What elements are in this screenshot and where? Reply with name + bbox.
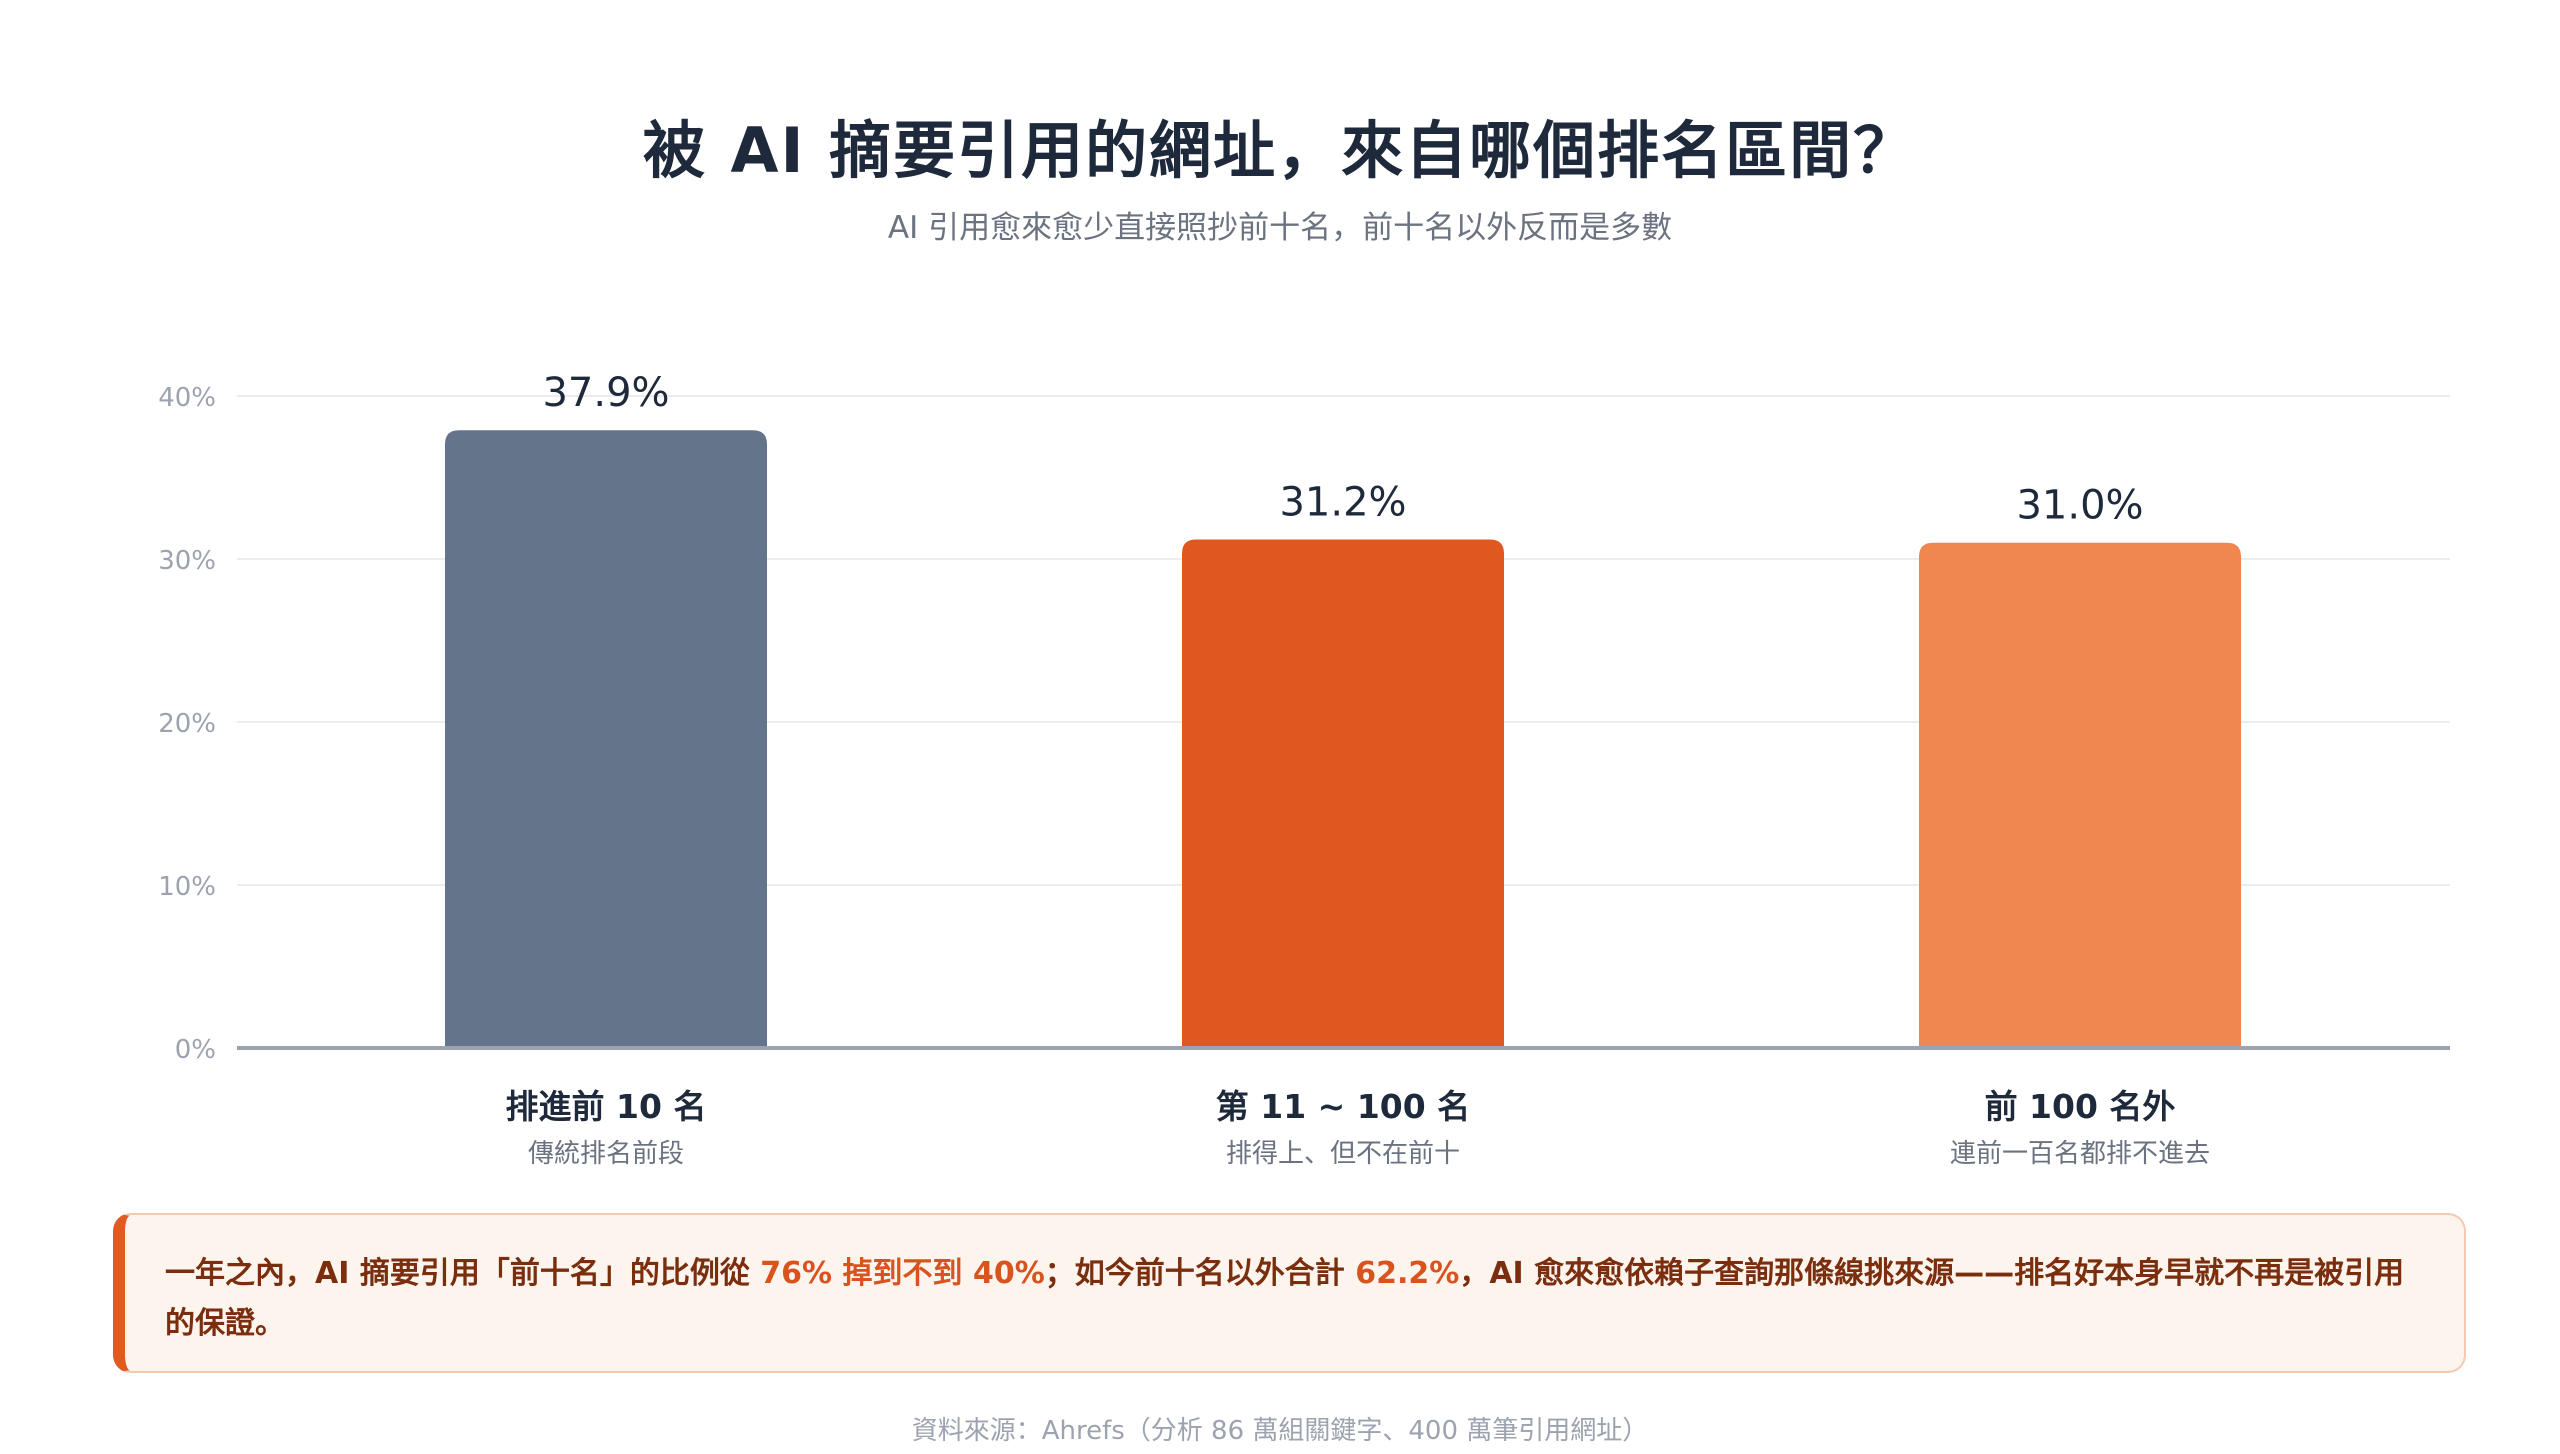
- bar-value-label: 31.2%: [1279, 479, 1406, 525]
- bar: [445, 430, 767, 1049]
- y-tick-label: 30%: [158, 546, 216, 576]
- category-label: 前 100 名外: [1985, 1087, 2176, 1126]
- category-label: 排進前 10 名: [506, 1087, 707, 1126]
- category-label: 第 11 ~ 100 名: [1216, 1087, 1470, 1126]
- chart-title: 被 AI 摘要引用的網址，來自哪個排名區間？: [642, 114, 1918, 187]
- bar: [1919, 542, 2241, 1048]
- callout-text-3: ，AI 愈來愈依賴子查詢那條線挑來源——排名好本身早就不再是被引用的保證。: [165, 1256, 2405, 1341]
- y-tick-label: 20%: [158, 709, 216, 739]
- callout-text-2: ；如今前十名以外合計: [1044, 1256, 1356, 1291]
- category-sublabel: 連前一百名都排不進去: [1950, 1139, 2210, 1169]
- callout-text-1: 一年之內，AI 摘要引用「前十名」的比例從: [165, 1256, 761, 1291]
- chart-subtitle: AI 引用愈來愈少直接照抄前十名，前十名以外反而是多數: [887, 210, 1673, 246]
- bar-value-label: 31.0%: [2016, 483, 2143, 529]
- y-tick-label: 10%: [158, 872, 216, 902]
- category-sublabel: 排得上、但不在前十: [1226, 1139, 1460, 1169]
- callout-highlight-1: 76% 掉到不到 40%: [760, 1256, 1045, 1291]
- category-sublabel: 傳統排名前段: [528, 1139, 684, 1169]
- bar-value-label: 37.9%: [542, 370, 669, 416]
- bar: [1182, 539, 1504, 1048]
- y-tick-label: 40%: [158, 383, 216, 413]
- data-source-note: 資料來源：Ahrefs（分析 86 萬組關鍵字、400 萬筆引用網址）: [911, 1416, 1649, 1446]
- callout-highlight-2: 62.2%: [1355, 1256, 1460, 1291]
- y-tick-label: 0%: [175, 1035, 216, 1065]
- insight-callout: 一年之內，AI 摘要引用「前十名」的比例從 76% 掉到不到 40%；如今前十名…: [113, 1213, 2466, 1373]
